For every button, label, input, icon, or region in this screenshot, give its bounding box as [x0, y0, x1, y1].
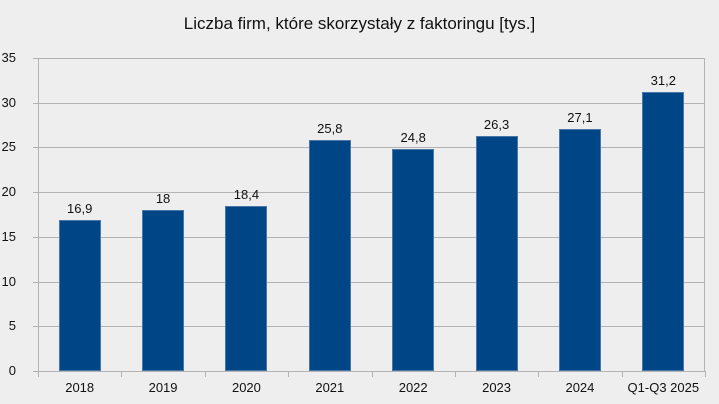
- y-tick-label: 15: [1, 228, 16, 244]
- x-tick: [621, 371, 623, 377]
- y-tick: [33, 371, 38, 372]
- gridline: [38, 236, 705, 238]
- data-label: 18,4: [233, 187, 260, 203]
- x-tick: [121, 371, 123, 377]
- data-label: 25,8: [317, 121, 343, 137]
- x-tick: [38, 371, 39, 377]
- chart-title: Liczba firm, które skorzystały z faktori…: [183, 14, 536, 33]
- plot-area: 0 5 10 15 20 25 30 35 16,9 2018 18 2019 18,4 2020 25,8…: [2, 50, 706, 395]
- y-tick-label: 30: [1, 94, 16, 110]
- data-label: 27,1: [567, 109, 593, 125]
- bar-2023: [475, 135, 518, 371]
- y-tick: [33, 326, 38, 328]
- x-tick-label: 2022: [398, 380, 428, 395]
- bar-2019: [142, 210, 185, 371]
- bar-2020: [225, 206, 268, 371]
- gridline: [38, 147, 705, 149]
- bar-2024: [558, 128, 601, 371]
- gridline: [38, 192, 705, 194]
- y-tick-label: 0: [8, 363, 16, 378]
- y-tick: [33, 192, 38, 194]
- plot-right-border: [704, 58, 705, 371]
- x-tick-label: 2023: [482, 380, 512, 395]
- y-tick-label: 35: [1, 50, 16, 65]
- bar-2021: [308, 140, 351, 371]
- x-tick: [288, 371, 290, 377]
- x-tick: [454, 371, 456, 377]
- y-tick: [33, 236, 38, 238]
- data-label: 16,9: [67, 200, 93, 216]
- x-tick-label: 2018: [65, 380, 95, 395]
- bar-2022: [392, 149, 435, 371]
- data-label: 18: [155, 191, 171, 207]
- data-label: 26,3: [483, 116, 510, 132]
- y-tick: [33, 58, 38, 59]
- gridline: [38, 58, 705, 59]
- x-tick: [204, 371, 206, 377]
- x-tick-label: 2019: [148, 380, 178, 395]
- gridline: [38, 326, 705, 328]
- y-tick-label: 20: [1, 184, 16, 200]
- gridline: [38, 281, 705, 283]
- y-tick: [33, 281, 38, 283]
- gridline: [38, 102, 705, 104]
- data-label: 31,2: [650, 72, 676, 88]
- y-tick-label: 10: [1, 273, 16, 289]
- data-label: 24,8: [400, 130, 426, 146]
- bar-2018: [58, 219, 101, 371]
- bar-q1-q3-2025: [642, 91, 685, 371]
- x-tick-label: 2020: [231, 380, 261, 395]
- y-tick: [33, 102, 38, 104]
- x-tick-label: Q1-Q3 2025: [627, 380, 700, 395]
- y-axis: [38, 58, 39, 371]
- x-tick: [538, 371, 540, 377]
- x-tick-label: 2021: [315, 380, 345, 395]
- x-tick: [705, 371, 706, 377]
- x-tick: [371, 371, 373, 377]
- y-tick: [33, 147, 38, 149]
- y-tick-label: 5: [8, 318, 16, 334]
- x-tick-label: 2024: [565, 380, 595, 395]
- y-tick-label: 25: [1, 139, 16, 155]
